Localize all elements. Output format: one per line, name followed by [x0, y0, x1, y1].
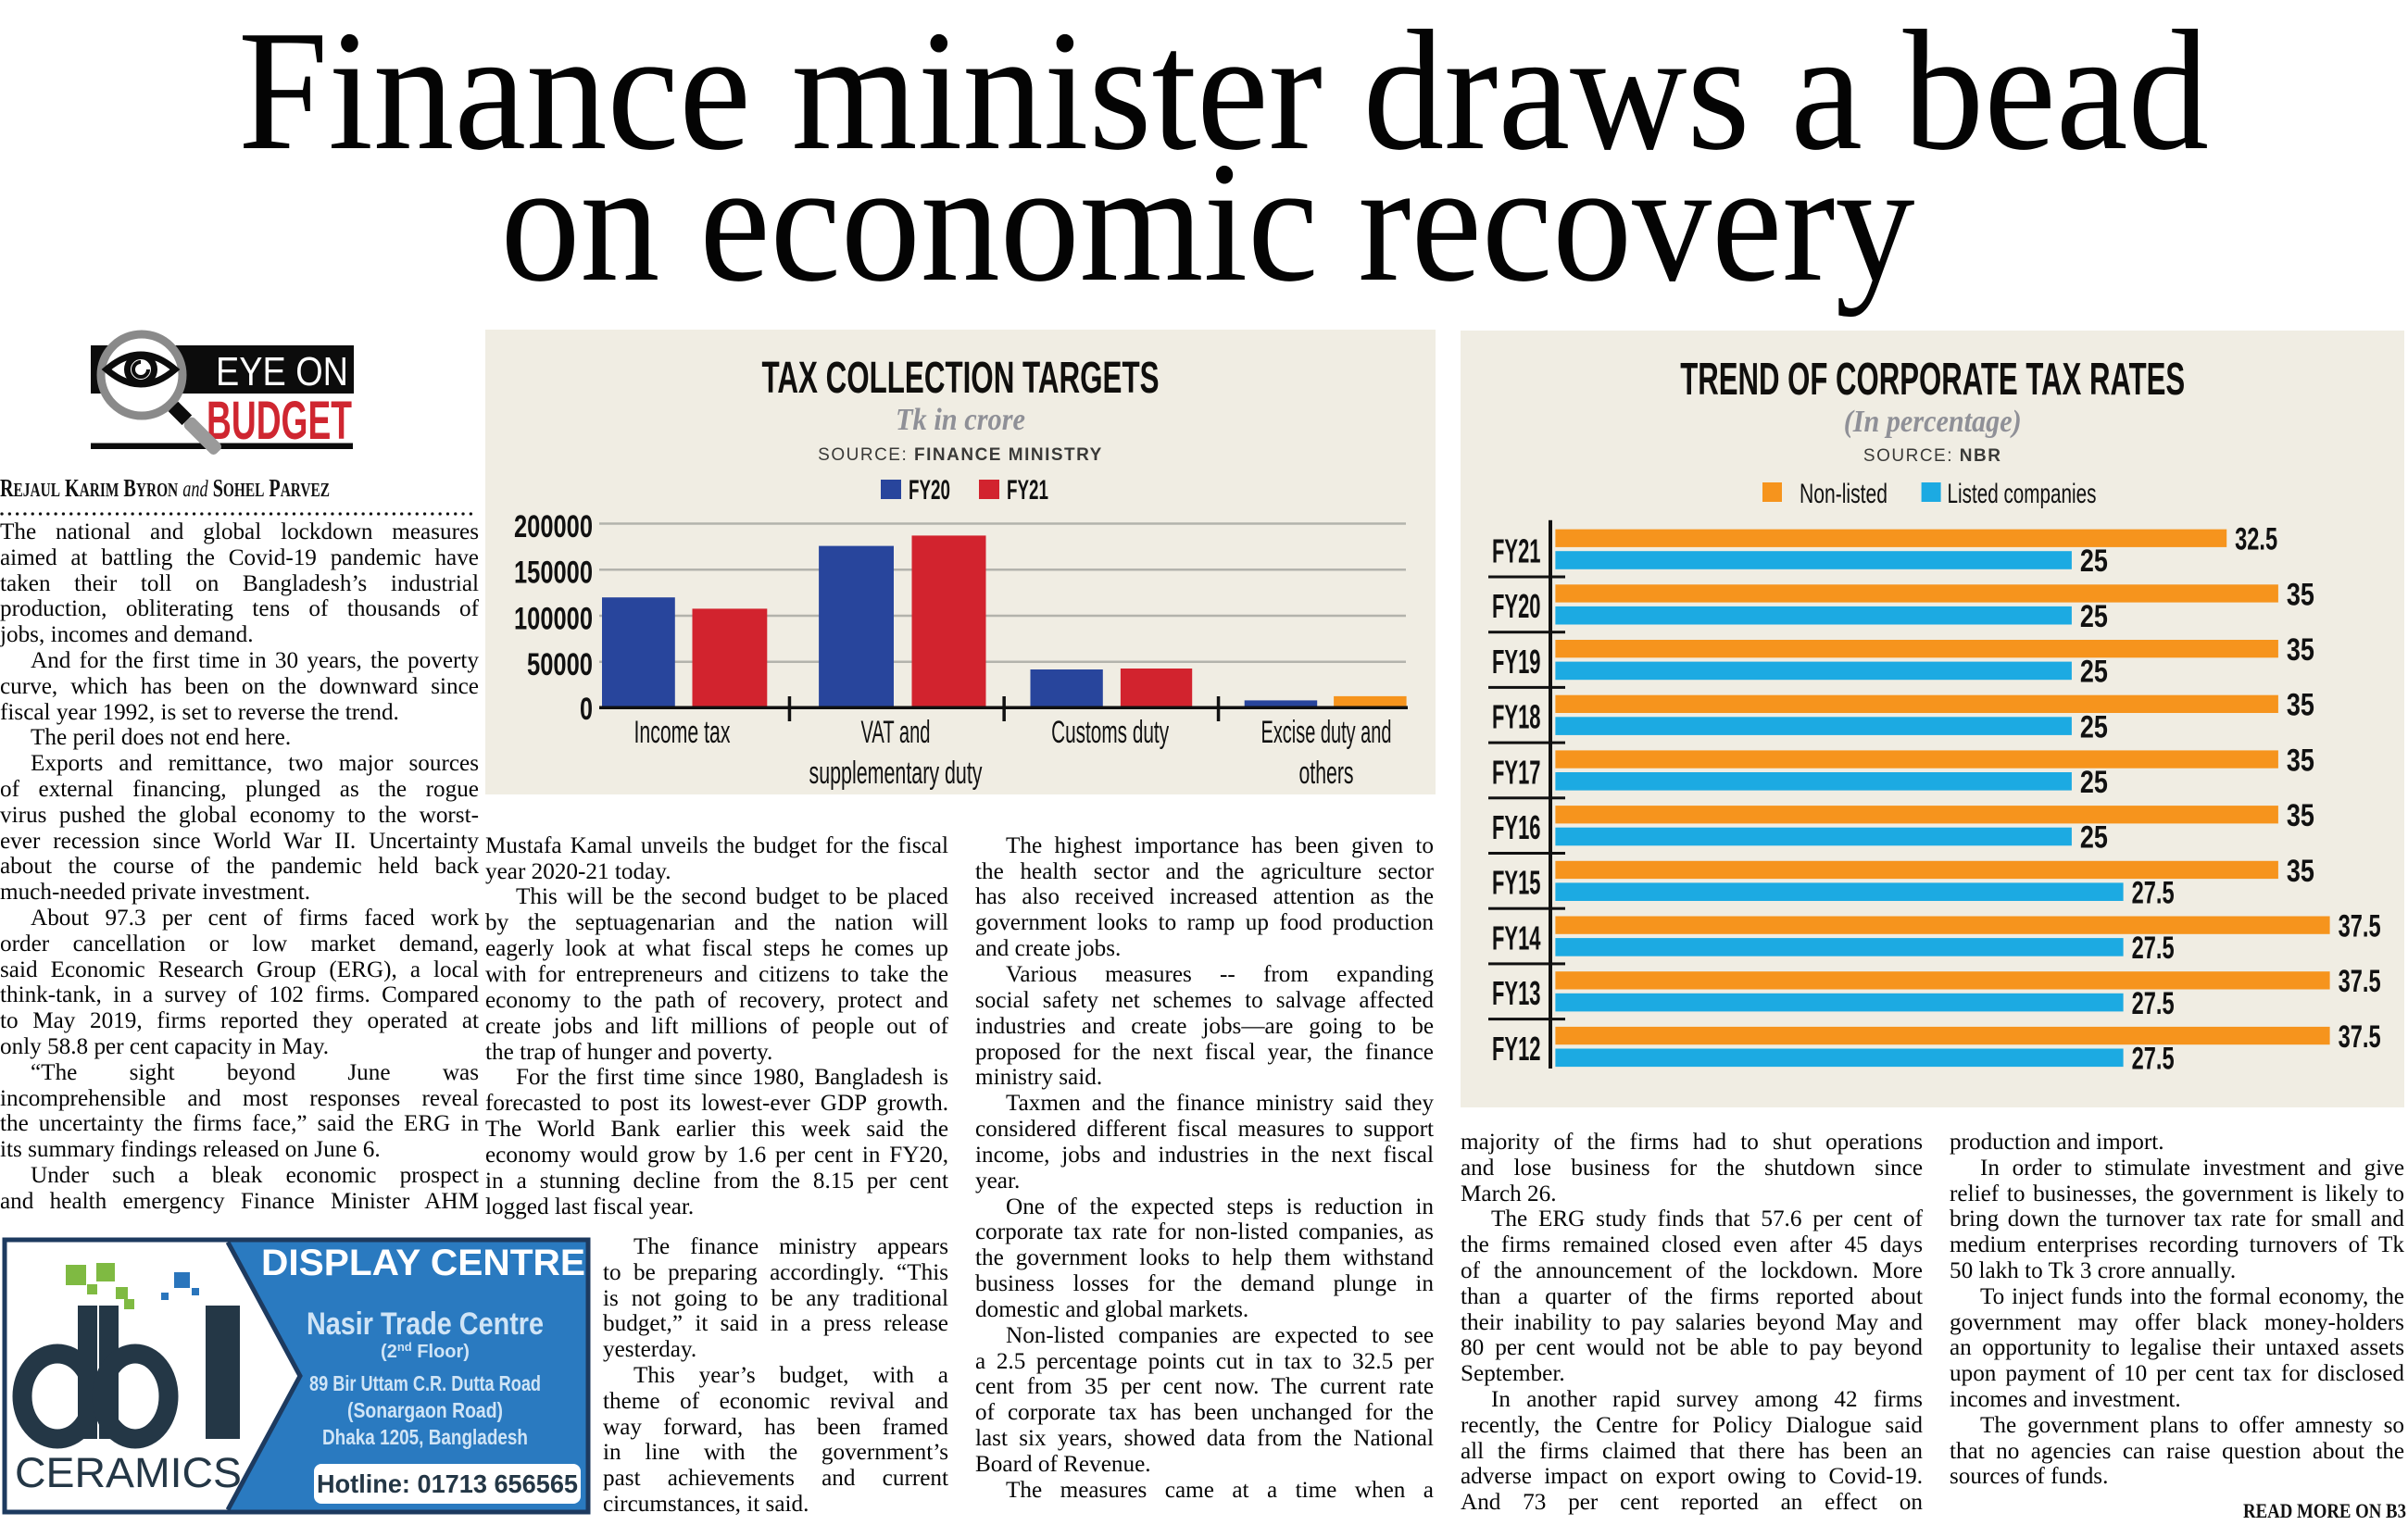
svg-text:FY14: FY14 — [1492, 919, 1541, 956]
svg-text:Customs duty: Customs duty — [1051, 715, 1169, 750]
svg-text:FY20: FY20 — [1492, 587, 1541, 625]
svg-text:35: 35 — [2287, 632, 2314, 668]
svg-text:FY16: FY16 — [1492, 808, 1541, 846]
svg-text:SOURCE: NBR: SOURCE: NBR — [1863, 446, 2002, 466]
svg-text:FY18: FY18 — [1492, 698, 1541, 736]
svg-text:(2nd Floor): (2nd Floor) — [381, 1340, 470, 1363]
svg-text:150000: 150000 — [514, 556, 593, 591]
svg-text:0: 0 — [580, 692, 593, 727]
svg-text:37.5: 37.5 — [2339, 909, 2381, 944]
svg-text:supplementary duty: supplementary duty — [809, 756, 983, 791]
svg-text:100000: 100000 — [514, 601, 593, 636]
svg-text:32.5: 32.5 — [2235, 522, 2277, 557]
svg-text:35: 35 — [2287, 854, 2314, 889]
svg-text:BUDGET: BUDGET — [207, 391, 352, 451]
svg-text:Dhaka 1205, Bangladesh: Dhaka 1205, Bangladesh — [322, 1425, 528, 1449]
svg-text:27.5: 27.5 — [2132, 1042, 2175, 1077]
svg-text:Hotline: 01713 656565: Hotline: 01713 656565 — [317, 1469, 578, 1498]
svg-text:on economic recovery: on economic recovery — [501, 127, 1915, 318]
svg-text:DISPLAY CENTRE: DISPLAY CENTRE — [261, 1243, 585, 1283]
svg-text:35: 35 — [2287, 798, 2314, 833]
svg-text:Income tax: Income tax — [634, 715, 731, 750]
svg-text:TREND OF CORPORATE TAX RATES: TREND OF CORPORATE TAX RATES — [1680, 355, 2185, 405]
svg-text:Finance minister draws a bead: Finance minister draws a bead — [238, 0, 2209, 186]
svg-text:FY20: FY20 — [909, 475, 950, 506]
svg-text:25: 25 — [2080, 820, 2108, 856]
svg-text:FY17: FY17 — [1492, 753, 1541, 791]
svg-text:VAT and: VAT and — [861, 715, 931, 750]
svg-text:(In percentage): (In percentage) — [1844, 405, 2022, 439]
svg-text:FY15: FY15 — [1492, 864, 1541, 902]
svg-text:50000: 50000 — [527, 647, 593, 682]
svg-text:READ MORE ON B3: READ MORE ON B3 — [2243, 1499, 2406, 1522]
svg-text:25: 25 — [2080, 655, 2108, 690]
svg-text:200000: 200000 — [514, 509, 593, 544]
svg-text:FY21: FY21 — [1492, 532, 1541, 570]
svg-text:35: 35 — [2287, 577, 2314, 612]
svg-text:(Sonargaon Road): (Sonargaon Road) — [347, 1398, 503, 1422]
svg-text:EYE ON: EYE ON — [216, 349, 348, 394]
svg-text:35: 35 — [2287, 688, 2314, 723]
svg-text:REJAUL KARIM BYRON and SOHEL P: REJAUL KARIM BYRON and SOHEL PARVEZ — [0, 473, 330, 502]
svg-text:37.5: 37.5 — [2339, 964, 2381, 999]
svg-text:25: 25 — [2080, 709, 2108, 744]
svg-text:25: 25 — [2080, 544, 2108, 579]
svg-text:FY12: FY12 — [1492, 1030, 1541, 1068]
svg-text:Excise duty and: Excise duty and — [1261, 715, 1392, 750]
svg-text:27.5: 27.5 — [2132, 986, 2175, 1021]
svg-text:25: 25 — [2080, 599, 2108, 634]
svg-text:Nasir Trade Centre: Nasir Trade Centre — [307, 1306, 544, 1342]
svg-text:CERAMICS: CERAMICS — [15, 1449, 242, 1496]
svg-text:FY19: FY19 — [1492, 643, 1541, 681]
svg-text:others: others — [1299, 756, 1354, 791]
svg-text:Tk in crore: Tk in crore — [896, 403, 1025, 437]
svg-text:37.5: 37.5 — [2339, 1019, 2381, 1055]
svg-text:27.5: 27.5 — [2132, 931, 2175, 966]
svg-text:27.5: 27.5 — [2132, 875, 2175, 910]
svg-text:SOURCE: FINANCE MINISTRY: SOURCE: FINANCE MINISTRY — [818, 445, 1103, 465]
svg-text:TAX COLLECTION TARGETS: TAX COLLECTION TARGETS — [762, 354, 1160, 403]
svg-text:Non-listed: Non-listed — [1800, 479, 1888, 509]
svg-text:FY21: FY21 — [1007, 475, 1048, 506]
svg-text:FY13: FY13 — [1492, 974, 1541, 1012]
svg-text:25: 25 — [2080, 765, 2108, 800]
svg-text:35: 35 — [2287, 743, 2314, 778]
svg-text:89 Bir Uttam C.R. Dutta Road: 89 Bir Uttam C.R. Dutta Road — [309, 1371, 541, 1395]
svg-text:Listed companies: Listed companies — [1948, 479, 2097, 509]
